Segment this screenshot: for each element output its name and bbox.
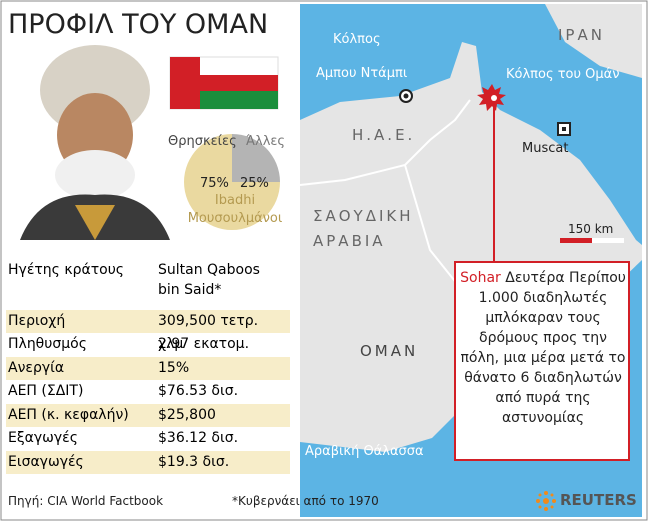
row-label: Εισαγωγές xyxy=(8,453,84,470)
table-row: Εξαγωγές $36.12 δισ. xyxy=(6,427,290,450)
row-label: ΑΕΠ (κ. κεφαλήν) xyxy=(8,406,129,423)
row-label: Εξαγωγές xyxy=(8,430,78,446)
pie-legend: Άλλες xyxy=(246,134,286,149)
scale-label: 150 km xyxy=(568,222,614,236)
row-value: $76.53 δισ. xyxy=(158,383,239,399)
row-value: $25,800 xyxy=(158,406,216,423)
callout-text: Δευτέρα Περίπου 1.000 διαδηλωτές μπλόκαρ… xyxy=(460,270,626,426)
map-label: ΑΡΑΒΙΑ xyxy=(313,232,386,250)
pie-legend: Ibadhi Μουσουλμάνοι xyxy=(187,193,283,226)
table-row: Εισαγωγές $19.3 δισ. xyxy=(6,450,290,474)
row-value: $36.12 δισ. xyxy=(158,430,239,446)
footnote: *Κυβερνάει από το 1970 xyxy=(232,494,379,508)
map-label: Κόλπος του Ομάν xyxy=(506,67,620,82)
portrait xyxy=(20,45,170,240)
map-label: Αραβική Θάλασσα xyxy=(305,444,424,459)
callout-place: Sohar xyxy=(460,270,501,286)
map-label: Αμπου Ντάμπι xyxy=(316,66,408,81)
row-value: 2.97 εκατομ. xyxy=(158,336,250,352)
row-label: Ανεργία xyxy=(8,359,65,376)
row-label: ΑΕΠ (ΣΔΙΤ) xyxy=(8,383,84,399)
row-label: Ηγέτης κράτους xyxy=(8,262,125,278)
pie-slice xyxy=(232,134,280,182)
table-row: ΑΕΠ (ΣΔΙΤ) $76.53 δισ. xyxy=(6,380,290,403)
pie xyxy=(184,134,280,230)
map xyxy=(299,4,642,517)
map-label: Muscat xyxy=(522,141,569,156)
table-row: Ηγέτης κράτους Sultan Qaboos bin Said* xyxy=(6,258,290,304)
pie-label: 75% xyxy=(200,176,229,191)
table-row: Πληθυσμός 2.97 εκατομ. xyxy=(6,333,290,356)
title: ΠΡΟΦΙΛ ΤΟΥ ΟΜΑΝ xyxy=(8,9,269,40)
map-label: ΙΡΑΝ xyxy=(558,26,605,44)
row-label: Πληθυσμός xyxy=(8,336,87,352)
reuters-logo xyxy=(536,491,556,511)
map-label: Κόλπος xyxy=(333,32,381,47)
map-label: Η.Α.Ε. xyxy=(352,126,416,144)
flag xyxy=(169,56,279,110)
row-value: Sultan Qaboos bin Said* xyxy=(158,262,260,298)
brand: REUTERS xyxy=(560,491,637,509)
row-label: Περιοχή xyxy=(8,312,66,329)
table-row: Περιοχή 309,500 τετρ. χλμ xyxy=(6,309,290,352)
source: Πηγή: CIA World Factbook xyxy=(8,494,164,508)
row-value: $19.3 δισ. xyxy=(158,453,230,470)
map-label: ΟΜΑΝ xyxy=(360,342,419,360)
table-row: ΑΕΠ (κ. κεφαλήν) $25,800 xyxy=(6,403,290,427)
map-label: ΣΑΟΥΔΙΚΗ xyxy=(313,207,414,225)
row-value: 309,500 τετρ. χλμ xyxy=(158,312,259,352)
table-row: Ανεργία 15% xyxy=(6,356,290,380)
row-value: 15% xyxy=(158,359,190,376)
callout: Sohar Δευτέρα Περίπου 1.000 διαδηλωτές μ… xyxy=(459,268,627,428)
pie-label: 25% xyxy=(240,176,269,191)
pie-title: Θρησκείες xyxy=(168,134,237,149)
